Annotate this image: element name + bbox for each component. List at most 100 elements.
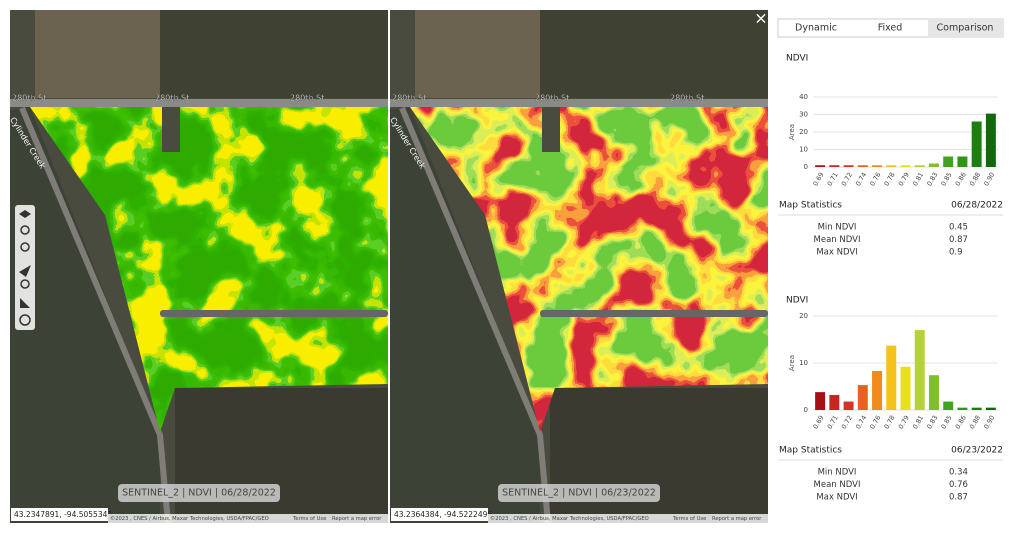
map-right[interactable] xyxy=(390,10,768,523)
stat-label: Mean NDVI xyxy=(814,235,861,245)
x-tick-label: 0.79 xyxy=(897,414,911,431)
bar xyxy=(857,385,868,410)
attribution-link: Terms of Use xyxy=(292,516,326,522)
bar xyxy=(843,401,854,410)
bar xyxy=(815,392,826,410)
x-tick-label: 0.78 xyxy=(883,414,897,431)
x-tick-label: 0.90 xyxy=(982,171,996,188)
x-tick-label: 0.81 xyxy=(911,414,925,431)
bar xyxy=(872,370,883,410)
y-tick-label: 20 xyxy=(799,312,808,320)
attribution-link: Report a map error xyxy=(712,516,762,522)
bar xyxy=(971,407,982,410)
bar xyxy=(928,375,939,410)
bar xyxy=(957,407,968,410)
x-tick-label: 0.72 xyxy=(840,414,854,431)
bar xyxy=(943,401,954,410)
x-tick-label: 0.88 xyxy=(968,171,982,188)
x-tick-label: 0.76 xyxy=(868,171,882,188)
stat-value: 0.87 xyxy=(949,235,968,245)
x-tick-label: 0.69 xyxy=(811,414,825,431)
x-tick-label: 0.86 xyxy=(954,414,968,431)
map-left[interactable] xyxy=(10,10,388,523)
road-label: 280th St xyxy=(290,94,324,103)
attribution: ©2023 , CNES / Airbus, Maxar Technologie… xyxy=(490,515,649,522)
chart-title: NDVI xyxy=(786,296,808,306)
x-tick-label: 0.83 xyxy=(925,414,939,431)
bar xyxy=(843,165,854,167)
attribution-box xyxy=(108,514,388,523)
coordinates-box xyxy=(11,508,108,521)
stat-label: Max NDVI xyxy=(816,248,857,258)
coordinates: 43.2347891, -94.5055341 xyxy=(14,510,112,519)
x-tick-label: 0.85 xyxy=(939,414,953,431)
road-label: 280th St xyxy=(670,94,704,103)
bar xyxy=(857,165,868,167)
bar xyxy=(829,394,840,410)
tab[interactable]: Comparison xyxy=(937,23,994,34)
coordinates-box xyxy=(391,508,488,521)
bar xyxy=(957,156,968,167)
x-tick-label: 0.72 xyxy=(840,171,854,188)
stat-value: 0.9 xyxy=(949,248,963,258)
stat-label: Max NDVI xyxy=(816,493,857,503)
bar xyxy=(928,163,939,167)
road-label: 280th St xyxy=(12,94,46,103)
stats-title: Map Statistics xyxy=(779,446,842,456)
stat-value: 0.87 xyxy=(949,493,968,503)
bar xyxy=(886,345,897,410)
close-button[interactable]: × xyxy=(754,9,767,28)
tab[interactable]: Dynamic xyxy=(795,23,837,34)
bar xyxy=(886,165,897,167)
bar xyxy=(943,156,954,167)
map-divider xyxy=(388,10,390,523)
bar xyxy=(985,113,996,167)
bar xyxy=(971,121,982,167)
attribution: ©2023 , CNES / Airbus, Maxar Technologie… xyxy=(110,515,269,522)
x-tick-label: 0.86 xyxy=(954,171,968,188)
y-tick-label: 10 xyxy=(799,146,808,154)
caption-box xyxy=(498,484,660,502)
x-tick-label: 0.79 xyxy=(897,171,911,188)
tab-active xyxy=(928,19,1003,37)
stat-label: Min NDVI xyxy=(818,468,857,478)
road-label: 280th St xyxy=(535,94,569,103)
y-axis-label: Area xyxy=(788,124,796,140)
x-tick-label: 0.76 xyxy=(868,414,882,431)
bar xyxy=(829,165,840,167)
x-tick-label: 0.78 xyxy=(883,171,897,188)
x-tick-label: 0.90 xyxy=(982,414,996,431)
y-tick-label: 10 xyxy=(799,359,808,367)
map-caption: SENTINEL_2 | NDVI | 06/23/2022 xyxy=(502,488,656,499)
caption-box xyxy=(118,484,280,502)
stats-title: Map Statistics xyxy=(779,201,842,211)
stat-value: 0.45 xyxy=(949,223,968,233)
chart-title: NDVI xyxy=(786,54,808,64)
bar xyxy=(872,165,883,167)
bar xyxy=(985,407,996,410)
x-tick-label: 0.88 xyxy=(968,414,982,431)
x-tick-label: 0.85 xyxy=(939,171,953,188)
x-tick-label: 0.81 xyxy=(911,171,925,188)
stats-date: 06/28/2022 xyxy=(951,201,1003,211)
y-tick-label: 20 xyxy=(799,128,808,136)
tab[interactable]: Fixed xyxy=(878,23,903,34)
bar xyxy=(900,366,911,410)
x-tick-label: 0.74 xyxy=(854,414,868,431)
bar xyxy=(900,165,911,167)
bar xyxy=(914,165,925,167)
bar xyxy=(815,165,826,167)
y-tick-label: 30 xyxy=(799,111,808,119)
attribution-link: Terms of Use xyxy=(672,516,706,522)
x-tick-label: 0.69 xyxy=(811,171,825,188)
stats-date: 06/23/2022 xyxy=(951,446,1003,456)
y-tick-label: 40 xyxy=(799,93,808,101)
tab-bar: Dynamic Fixed Comparison xyxy=(777,18,1004,38)
x-tick-label: 0.71 xyxy=(826,171,840,188)
x-tick-label: 0.71 xyxy=(826,414,840,431)
attribution-box xyxy=(488,514,768,523)
coordinates: 43.2364384, -94.5222496 xyxy=(394,510,492,519)
y-tick-label: 0 xyxy=(804,163,808,171)
stat-label: Min NDVI xyxy=(818,223,857,233)
